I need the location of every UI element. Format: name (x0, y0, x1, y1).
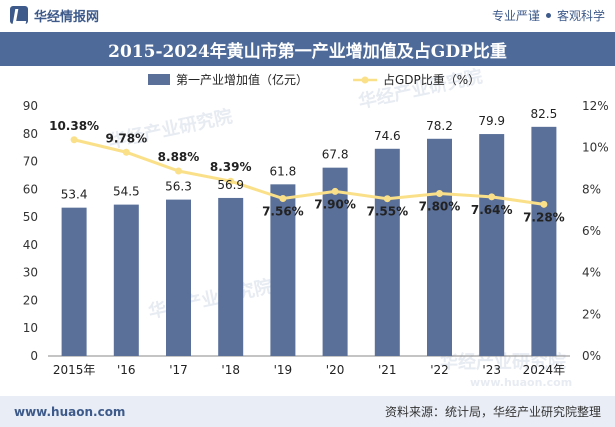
line-value-label: 8.88% (158, 150, 200, 164)
chart-title-bar: 2015-2024年黄山市第一产业增加值及占GDP比重 (0, 32, 615, 66)
bar-value-label: 56.9 (217, 178, 244, 192)
y-right-tick-label: 0% (582, 349, 601, 363)
line-value-label: 7.64% (471, 203, 513, 217)
bar-value-label: 53.4 (61, 188, 88, 202)
bar (61, 207, 87, 356)
bar (166, 199, 191, 356)
y-left-tick-label: 20 (23, 293, 38, 307)
x-tick-label: '23 (482, 363, 501, 377)
chart-title: 2015-2024年黄山市第一产业增加值及占GDP比重 (108, 41, 507, 62)
bar-value-label: 74.6 (374, 129, 401, 143)
footer: www.huaon.com 资料来源：统计局，华经产业研究院整理 (0, 396, 615, 427)
y-left-tick-label: 0 (30, 349, 38, 363)
bar-value-label: 61.8 (270, 164, 297, 178)
brand-logo-icon (10, 6, 28, 24)
legend: 第一产业增加值（亿元） 占GDP比重（%） (148, 72, 480, 87)
y-right-tick-label: 6% (582, 224, 601, 238)
line-point (436, 190, 443, 197)
x-tick-label: 2015年 (53, 363, 96, 377)
bar (218, 197, 244, 356)
line-point (227, 177, 235, 185)
y-left-tick-label: 70 (23, 155, 38, 169)
x-tick-label: '17 (169, 363, 188, 377)
line-point (70, 136, 78, 144)
bar-value-label: 67.8 (322, 148, 349, 162)
watermark-text: 华经产业研究院 (146, 275, 274, 323)
legend-bar-label: 第一产业增加值（亿元） (176, 72, 308, 87)
line-point (488, 193, 496, 201)
line-value-label: 7.90% (314, 197, 356, 211)
bar (374, 148, 400, 356)
y-left-tick-label: 60 (23, 182, 38, 196)
x-tick-label: '19 (274, 363, 293, 377)
bar (479, 134, 505, 356)
data-labels: 53.4 54.5 56.3 56.9 61.8 67.8 74.6 78.2 79.9 82.5… (49, 107, 565, 225)
bar-value-label: 56.3 (165, 180, 192, 194)
y-right-tick-label: 2% (582, 307, 601, 321)
bar-value-label: 79.9 (478, 114, 505, 128)
line-point (540, 200, 548, 208)
bars (61, 126, 557, 356)
brand-name: 华经情报网 (34, 9, 100, 25)
line-point (175, 167, 182, 175)
y-left-tick-label: 90 (23, 99, 38, 113)
x-tick-label: '18 (221, 363, 240, 377)
y-right-tick-label: 8% (582, 182, 601, 196)
y-right-tick-label: 12% (582, 99, 609, 113)
x-tick-label: '20 (326, 363, 345, 377)
line-point (383, 195, 391, 203)
line-value-label: 7.55% (366, 205, 408, 219)
bar (113, 204, 139, 356)
watermark-url: www.huaon.com (470, 376, 572, 389)
legend-line-marker (361, 76, 369, 84)
tagline-right: 客观科学 (556, 8, 605, 23)
footer-source: 资料来源：统计局，华经产业研究院整理 (384, 405, 601, 419)
line-value-label: 7.80% (419, 200, 461, 214)
top-bar: 华经情报网 专业严谨 客观科学 (0, 0, 615, 30)
line-value-label: 9.78% (105, 131, 147, 145)
x-tick-label: '16 (117, 363, 136, 377)
bar (531, 126, 557, 356)
bar (322, 167, 348, 356)
x-tick-label: '21 (378, 363, 397, 377)
line-value-label: 8.39% (210, 160, 252, 174)
x-tick-label: 2024年 (523, 363, 566, 377)
line-value-label: 7.56% (262, 205, 304, 219)
line-point (331, 187, 339, 195)
separator-dot-icon (545, 12, 551, 18)
bar-value-label: 78.2 (426, 119, 453, 133)
line-series (70, 136, 548, 208)
x-tick-label: '22 (430, 363, 449, 377)
y-left-tick-label: 50 (23, 210, 38, 224)
y-left-tick-label: 30 (23, 266, 38, 280)
y-right-tick-label: 4% (582, 266, 601, 280)
legend-line-label: 占GDP比重（%） (383, 72, 480, 87)
legend-bar-swatch (148, 74, 170, 85)
line-path (73, 138, 545, 206)
bar (270, 184, 296, 356)
bar (427, 138, 452, 356)
y-right-tick-label: 10% (582, 141, 609, 155)
line-point (279, 195, 287, 202)
chart: 华经产业研究院 华经产业研究院 华经产业研究院 华经产业研究院 www.huao… (23, 68, 609, 389)
tagline: 专业严谨 客观科学 (492, 7, 605, 24)
y-left-tick-label: 10 (23, 321, 38, 335)
bar-value-label: 54.5 (113, 185, 140, 199)
y-left-tick-label: 40 (23, 238, 38, 252)
watermark-text: 华经产业研究院 (106, 105, 234, 153)
footer-url[interactable]: www.huaon.com (14, 404, 126, 419)
line-point (122, 148, 130, 156)
y-left-tick-label: 80 (23, 127, 38, 141)
line-value-label: 7.28% (523, 210, 565, 224)
brand[interactable]: 华经情报网 (10, 6, 99, 25)
tagline-left: 专业严谨 (491, 8, 540, 23)
line-value-label: 10.38% (49, 119, 99, 133)
bar-value-label: 82.5 (531, 107, 558, 121)
